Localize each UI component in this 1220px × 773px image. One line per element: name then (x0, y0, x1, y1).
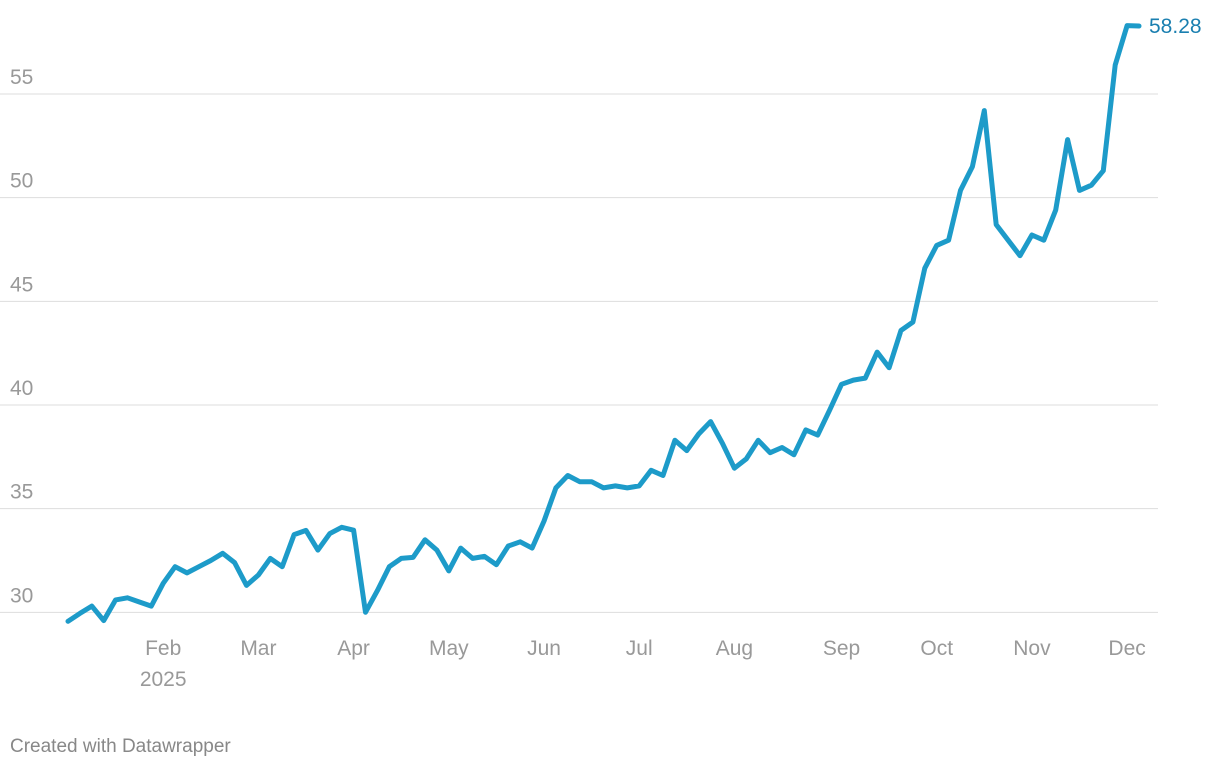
line (65, 23, 1142, 624)
x-tick-label: Mar (240, 637, 276, 660)
end-label: 58.28 (1149, 15, 1202, 38)
y-tick-label: 55 (10, 66, 33, 89)
x-tick-label: Jun (527, 637, 561, 660)
y-tick-label: 50 (10, 170, 33, 193)
x-tick-label: Sep (823, 637, 860, 660)
x-tick-label: Nov (1013, 637, 1051, 660)
y-tick-label: 40 (10, 377, 33, 400)
x-tick-label: Feb (145, 637, 181, 660)
y-tick-label: 35 (10, 481, 33, 504)
x-tick-label: May (429, 637, 469, 660)
x-sublabel: 2025 (140, 668, 187, 691)
y-tick-label: 30 (10, 584, 33, 607)
x-tick-label: Dec (1108, 637, 1145, 660)
y-tick-label: 45 (10, 273, 33, 296)
x-tick-label: Jul (626, 637, 653, 660)
x-tick-label: Apr (337, 637, 370, 660)
footer: Created with Datawrapper (10, 736, 231, 757)
x-tick-label: Aug (716, 637, 753, 660)
x-tick-label: Oct (920, 637, 953, 660)
